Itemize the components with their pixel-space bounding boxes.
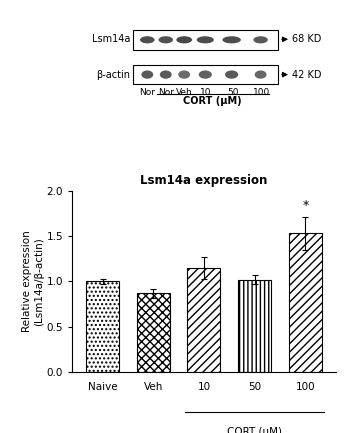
Title: Lsm14a expression: Lsm14a expression — [140, 174, 268, 187]
Ellipse shape — [178, 71, 190, 79]
Bar — [133, 29, 278, 50]
Ellipse shape — [199, 71, 212, 79]
Ellipse shape — [160, 71, 172, 79]
Ellipse shape — [142, 71, 153, 79]
Bar — [137, 293, 170, 372]
Text: Lsm14a: Lsm14a — [92, 34, 130, 44]
Text: CORT (μM): CORT (μM) — [183, 96, 241, 106]
Bar — [86, 281, 119, 372]
Text: 10: 10 — [200, 88, 211, 97]
Text: 50: 50 — [227, 88, 239, 97]
Ellipse shape — [140, 36, 155, 43]
Ellipse shape — [225, 71, 238, 79]
Bar — [238, 280, 271, 372]
Ellipse shape — [176, 36, 192, 43]
Ellipse shape — [222, 36, 241, 43]
Text: 68 KD: 68 KD — [292, 34, 322, 44]
Text: Veh: Veh — [176, 88, 192, 97]
Bar — [187, 268, 221, 372]
Text: 100: 100 — [253, 88, 270, 97]
Text: 42 KD: 42 KD — [292, 70, 322, 80]
Text: CORT (μM): CORT (μM) — [227, 427, 282, 433]
Text: β-actin: β-actin — [96, 70, 130, 80]
Ellipse shape — [197, 36, 214, 43]
Text: Nor: Nor — [139, 88, 155, 97]
Ellipse shape — [255, 71, 266, 79]
Text: *: * — [302, 200, 308, 213]
Bar — [289, 233, 322, 372]
Ellipse shape — [253, 36, 268, 43]
Bar — [133, 65, 278, 84]
Text: Nor: Nor — [158, 88, 174, 97]
Y-axis label: Relative expression
(Lsm14a/β-actin): Relative expression (Lsm14a/β-actin) — [22, 231, 44, 333]
Ellipse shape — [158, 36, 173, 43]
